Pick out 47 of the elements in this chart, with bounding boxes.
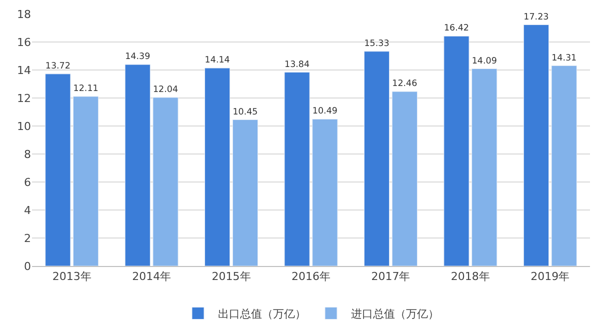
bar xyxy=(523,24,549,266)
bar xyxy=(312,118,338,266)
bar xyxy=(232,119,258,266)
data-label: 12.04 xyxy=(152,85,178,96)
y-tick-label: 14 xyxy=(17,64,31,77)
bar xyxy=(444,36,470,266)
bar xyxy=(392,91,418,266)
x-tick-label: 2015年 xyxy=(212,270,251,284)
x-tick-label: 2017年 xyxy=(371,270,410,284)
bar xyxy=(364,51,390,266)
y-tick-label: 8 xyxy=(24,148,31,161)
data-label: 13.72 xyxy=(45,62,70,72)
data-label: 14.14 xyxy=(204,56,230,66)
y-tick-label: 4 xyxy=(24,204,31,217)
bar xyxy=(73,96,99,266)
x-tick-label: 2018年 xyxy=(450,270,490,284)
data-label: 17.23 xyxy=(524,12,549,22)
bar xyxy=(152,97,178,266)
x-tick-label: 2013年 xyxy=(52,270,92,284)
y-tick-label: 18 xyxy=(17,8,31,21)
legend-label: 出口总值（万亿） xyxy=(218,308,306,321)
data-label: 12.46 xyxy=(392,79,418,90)
bar xyxy=(124,64,150,266)
x-tick-label: 2019年 xyxy=(530,270,570,284)
y-tick-label: 6 xyxy=(24,176,31,189)
data-label: 16.42 xyxy=(444,24,470,34)
y-tick-label: 16 xyxy=(17,36,31,49)
data-label: 10.49 xyxy=(312,106,338,117)
y-tick-label: 10 xyxy=(17,120,31,133)
bar xyxy=(551,65,577,266)
data-label: 14.31 xyxy=(552,53,577,64)
legend-label: 进口总值（万亿） xyxy=(351,308,439,321)
bar xyxy=(472,68,498,266)
data-label: 14.09 xyxy=(472,56,497,66)
y-tick-label: 0 xyxy=(24,260,31,273)
bar xyxy=(204,68,230,266)
data-label: 10.45 xyxy=(232,107,258,118)
y-tick-label: 2 xyxy=(24,232,31,245)
bar xyxy=(45,74,71,266)
bar xyxy=(284,72,310,266)
data-label: 14.39 xyxy=(125,52,150,62)
data-label: 13.84 xyxy=(284,60,310,70)
y-tick-label: 12 xyxy=(17,92,31,105)
x-tick-label: 2014年 xyxy=(132,270,172,284)
x-tick-label: 2016年 xyxy=(292,270,330,284)
data-label: 15.33 xyxy=(364,38,390,49)
data-label: 12.11 xyxy=(73,84,98,94)
